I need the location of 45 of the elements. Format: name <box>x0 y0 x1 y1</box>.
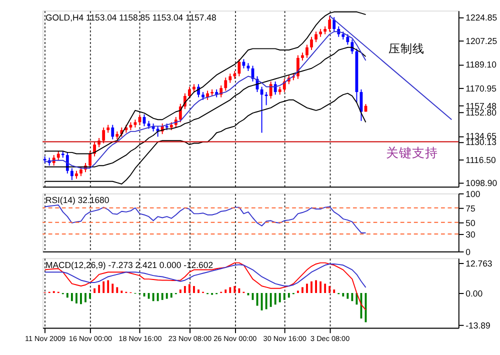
y-tick-label: 1116.50 <box>466 155 496 166</box>
candlestick <box>350 39 354 54</box>
y-tick-label: 0.00 <box>466 288 483 298</box>
y-tick-label: 1224.85 <box>466 12 498 23</box>
y-tick-label: 0 <box>466 246 471 257</box>
candlestick <box>111 124 114 140</box>
candlestick <box>328 15 332 32</box>
y-tick-label: 1189.10 <box>466 60 497 70</box>
y-tick-label: 1130.13 <box>466 137 497 148</box>
candlestick <box>56 150 60 161</box>
chart-title: MACD(12,26,9) -7.273 2.421 0.000 -12.602 <box>45 260 214 270</box>
candlestick <box>310 36 313 50</box>
y-tick-label: -13.89 <box>466 320 490 331</box>
y-tick-label: 50 <box>466 218 476 228</box>
candlestick <box>314 31 318 43</box>
candlestick <box>238 58 241 77</box>
chart-title: GOLD,H4 1153.04 1158.85 1153.04 1157.48 <box>45 12 216 22</box>
y-tick-label: 30 <box>466 229 476 240</box>
line-series <box>44 263 366 288</box>
y-tick-label: 12.763 <box>466 258 492 269</box>
candlestick <box>346 34 350 46</box>
line-series <box>44 204 366 234</box>
chart-title: RSI(14) 32.1680 <box>45 195 110 206</box>
candlestick <box>70 168 74 181</box>
candlestick <box>224 77 228 92</box>
candlestick <box>269 81 272 100</box>
candlestick <box>66 152 69 174</box>
candlestick <box>306 44 308 58</box>
y-tick-label: 1170.95 <box>466 84 497 94</box>
ref-line-label: 关键支持 <box>386 146 438 160</box>
candlestick <box>228 73 232 84</box>
candlestick <box>274 81 277 96</box>
candlestick <box>188 86 191 100</box>
y-tick-label: 75 <box>466 203 476 214</box>
candlestick <box>332 16 336 32</box>
candlestick <box>102 127 106 144</box>
candlestick <box>264 92 268 106</box>
candlestick <box>88 150 92 169</box>
y-tick-label: 1098.90 <box>466 178 498 188</box>
candlestick <box>282 78 286 93</box>
series-label: 压制线 <box>388 42 425 56</box>
y-tick-label: 1207.25 <box>466 36 498 46</box>
line-series <box>44 262 366 310</box>
y-tick-label: 100 <box>466 188 480 199</box>
candlestick <box>93 141 96 157</box>
